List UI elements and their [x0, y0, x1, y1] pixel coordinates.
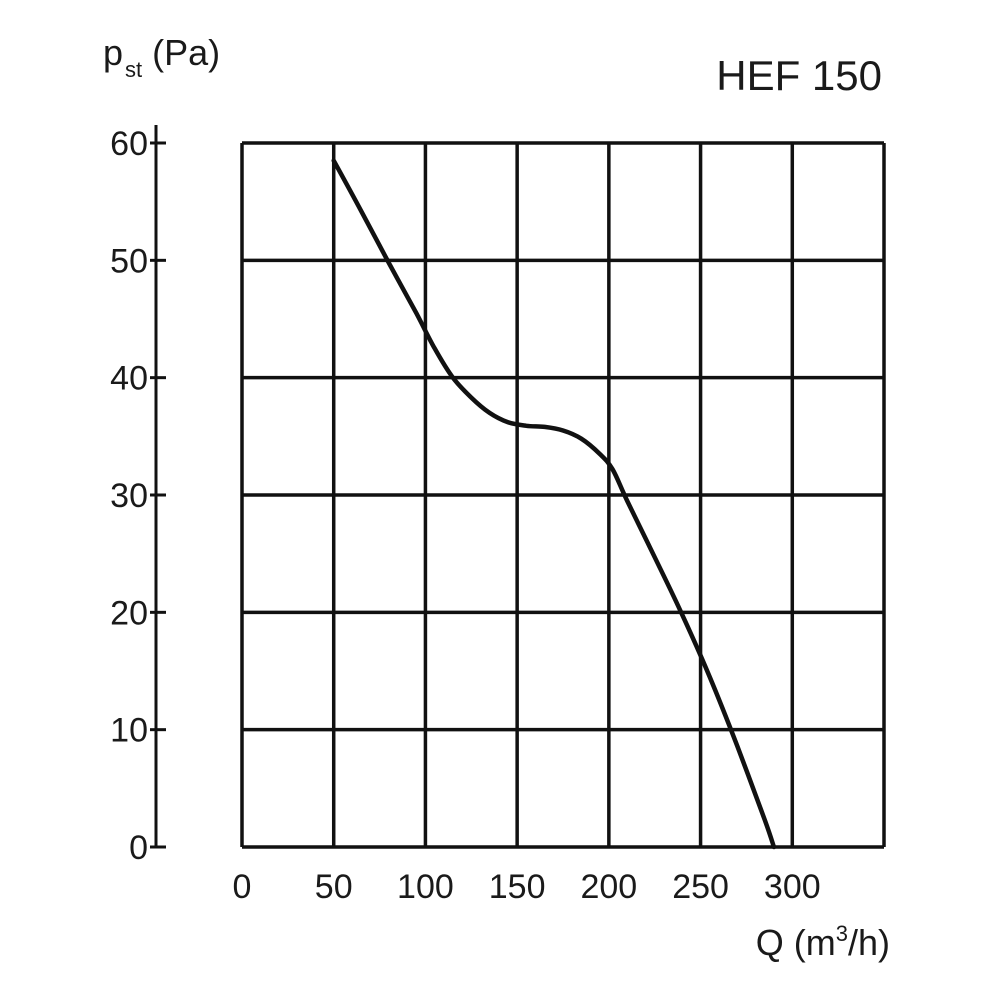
y-axis-title: pst (Pa) [103, 32, 220, 82]
x-tick-label: 0 [233, 868, 252, 906]
y-tick-label: 0 [129, 829, 148, 867]
x-tick-label: 50 [315, 868, 353, 906]
y-tick-label: 50 [110, 242, 148, 280]
y-axis-title-main: p [103, 32, 123, 73]
grid [240, 141, 886, 849]
y-tick-label: 20 [110, 594, 148, 632]
x-axis-title-unit: /h) [848, 922, 890, 963]
x-axis-ticks: 0 50 100 150 200 250 300 [233, 868, 821, 906]
y-axis-title-sub: st [125, 57, 142, 82]
y-axis-ticks: 0 10 20 30 40 50 60 [110, 125, 166, 867]
chart-title: HEF 150 [716, 52, 882, 99]
x-axis-title: Q (m3/h) [756, 921, 890, 963]
x-axis-title-main: Q (m [756, 922, 836, 963]
series-line [331, 158, 777, 850]
x-tick-label: 150 [489, 868, 546, 906]
y-tick-label: 60 [110, 125, 148, 163]
y-tick-label: 30 [110, 477, 148, 515]
x-axis-title-sup: 3 [836, 921, 848, 946]
x-tick-label: 100 [397, 868, 454, 906]
y-axis-title-unit: (Pa) [142, 32, 220, 73]
x-tick-label: 250 [672, 868, 729, 906]
series [331, 158, 777, 850]
y-tick-label: 10 [110, 712, 148, 750]
x-tick-label: 300 [764, 868, 821, 906]
y-tick-label: 40 [110, 360, 148, 398]
x-tick-label: 200 [580, 868, 637, 906]
